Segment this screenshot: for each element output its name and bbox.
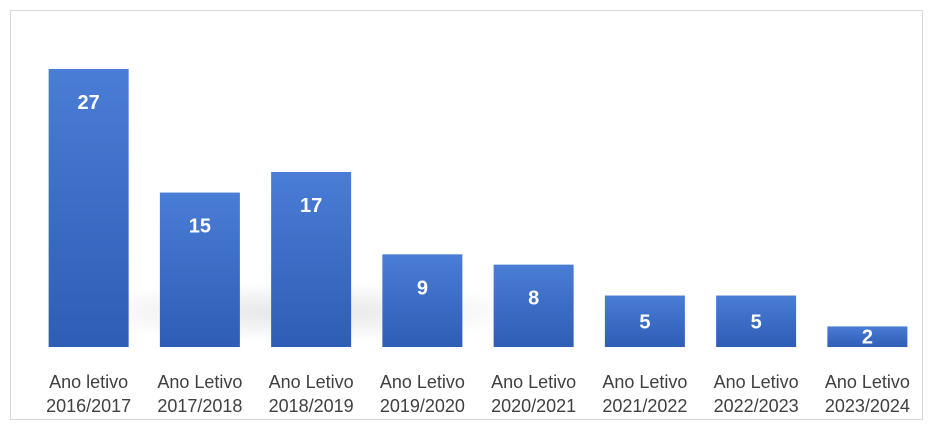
category-label-line: Ano Letivo <box>269 372 354 392</box>
category-label-line: 2017/2018 <box>157 396 242 416</box>
bar-8 <box>827 326 908 347</box>
category-label-4: Ano Letivo 2019/2020 <box>380 372 465 416</box>
category-label-1: Ano letivo 2016/2017 <box>46 372 131 416</box>
bar-7 <box>716 295 797 347</box>
bar-1 <box>48 69 129 347</box>
category-label-5: Ano Letivo 2020/2021 <box>491 372 576 416</box>
category-label-line: 2022/2023 <box>714 396 799 416</box>
category-label-line: 2020/2021 <box>491 396 576 416</box>
category-label-6: Ano Letivo 2021/2022 <box>602 372 687 416</box>
bar-4 <box>382 254 463 347</box>
bar-5 <box>493 264 574 347</box>
category-label-2: Ano Letivo 2017/2018 <box>157 372 242 416</box>
category-label-line: 2016/2017 <box>46 396 131 416</box>
category-label-line: 2023/2024 <box>825 396 910 416</box>
data-label-5: 8 <box>528 288 539 310</box>
bar-6 <box>604 295 685 347</box>
category-label-line: 2021/2022 <box>602 396 687 416</box>
data-label-6: 5 <box>639 311 650 333</box>
category-label-line: Ano Letivo <box>491 372 576 392</box>
bar-2 <box>159 192 240 347</box>
category-label-7: Ano Letivo 2022/2023 <box>714 372 799 416</box>
category-label-line: 2018/2019 <box>269 396 354 416</box>
data-label-4: 9 <box>417 277 428 299</box>
data-label-7: 5 <box>751 311 762 333</box>
category-label-line: Ano Letivo <box>825 372 910 392</box>
category-label-8: Ano Letivo 2023/2024 <box>825 372 910 416</box>
category-label-3: Ano Letivo 2018/2019 <box>269 372 354 416</box>
category-label-line: Ano Letivo <box>380 372 465 392</box>
category-label-line: Ano letivo <box>49 372 128 392</box>
data-label-1: 27 <box>78 92 100 114</box>
category-label-line: Ano Letivo <box>602 372 687 392</box>
bar-3 <box>271 171 352 347</box>
category-label-line: Ano Letivo <box>714 372 799 392</box>
category-label-line: 2019/2020 <box>380 396 465 416</box>
data-label-8: 2 <box>862 327 873 349</box>
category-label-line: Ano Letivo <box>157 372 242 392</box>
data-label-2: 15 <box>189 216 211 238</box>
data-label-3: 17 <box>300 195 322 217</box>
